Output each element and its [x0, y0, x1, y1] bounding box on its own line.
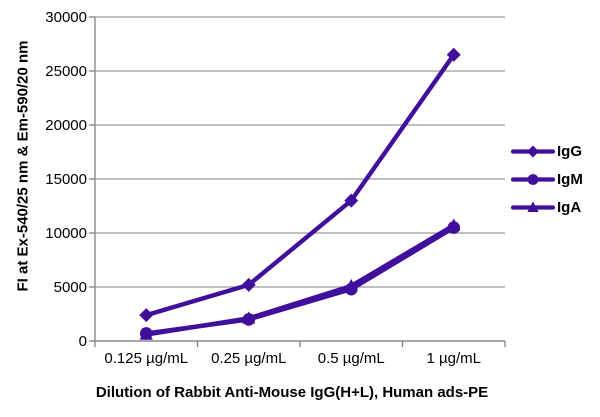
y-tick-label: 10000 — [45, 225, 87, 242]
legend-key-igm — [511, 174, 555, 185]
circle-marker-icon — [242, 313, 256, 326]
diamond-marker-icon — [344, 193, 359, 208]
triangle-marker-icon — [527, 201, 539, 212]
series-igm — [139, 221, 461, 340]
legend-item-igg: IgG — [511, 144, 583, 159]
diamond-marker-icon — [139, 308, 154, 323]
y-tick-label: 25000 — [45, 63, 87, 80]
circle-marker-icon — [447, 221, 461, 234]
diamond-marker-icon — [446, 47, 461, 62]
series-igg — [139, 47, 461, 323]
y-tick-label: 15000 — [45, 171, 87, 188]
legend: IgG IgM IgA — [511, 144, 583, 215]
x-tick-label: 1 µg/mL — [427, 350, 482, 367]
x-tick-label: 0.5 µg/mL — [318, 350, 385, 367]
y-axis-title: FI at Ex-540/25 nm & Em-590/20 nm — [14, 40, 32, 292]
y-tick-label: 5000 — [54, 279, 87, 296]
legend-item-igm: IgM — [511, 172, 583, 187]
y-tick-label: 20000 — [45, 117, 87, 134]
diamond-marker-icon — [527, 145, 539, 158]
y-tick-label: 30000 — [45, 9, 87, 26]
legend-item-iga: IgA — [511, 200, 583, 215]
circle-marker-icon — [527, 174, 539, 185]
legend-label: IgG — [557, 143, 582, 160]
legend-key-igg — [511, 145, 555, 158]
legend-key-iga — [511, 201, 555, 212]
x-axis-title: Dilution of Rabbit Anti-Mouse IgG(H+L), … — [95, 384, 489, 401]
y-tick-label: 0 — [79, 333, 87, 350]
circle-marker-icon — [344, 282, 358, 296]
series-line-igm — [144, 225, 456, 336]
series-line-igg — [144, 52, 456, 318]
legend-label: IgM — [557, 171, 583, 188]
legend-label: IgA — [557, 199, 582, 216]
diamond-marker-icon — [241, 277, 256, 292]
series-iga — [139, 218, 461, 340]
circle-marker-icon — [139, 327, 153, 340]
x-tick-label: 0.125 µg/mL — [104, 350, 188, 367]
x-tick-label: 0.25 µg/mL — [211, 350, 286, 367]
